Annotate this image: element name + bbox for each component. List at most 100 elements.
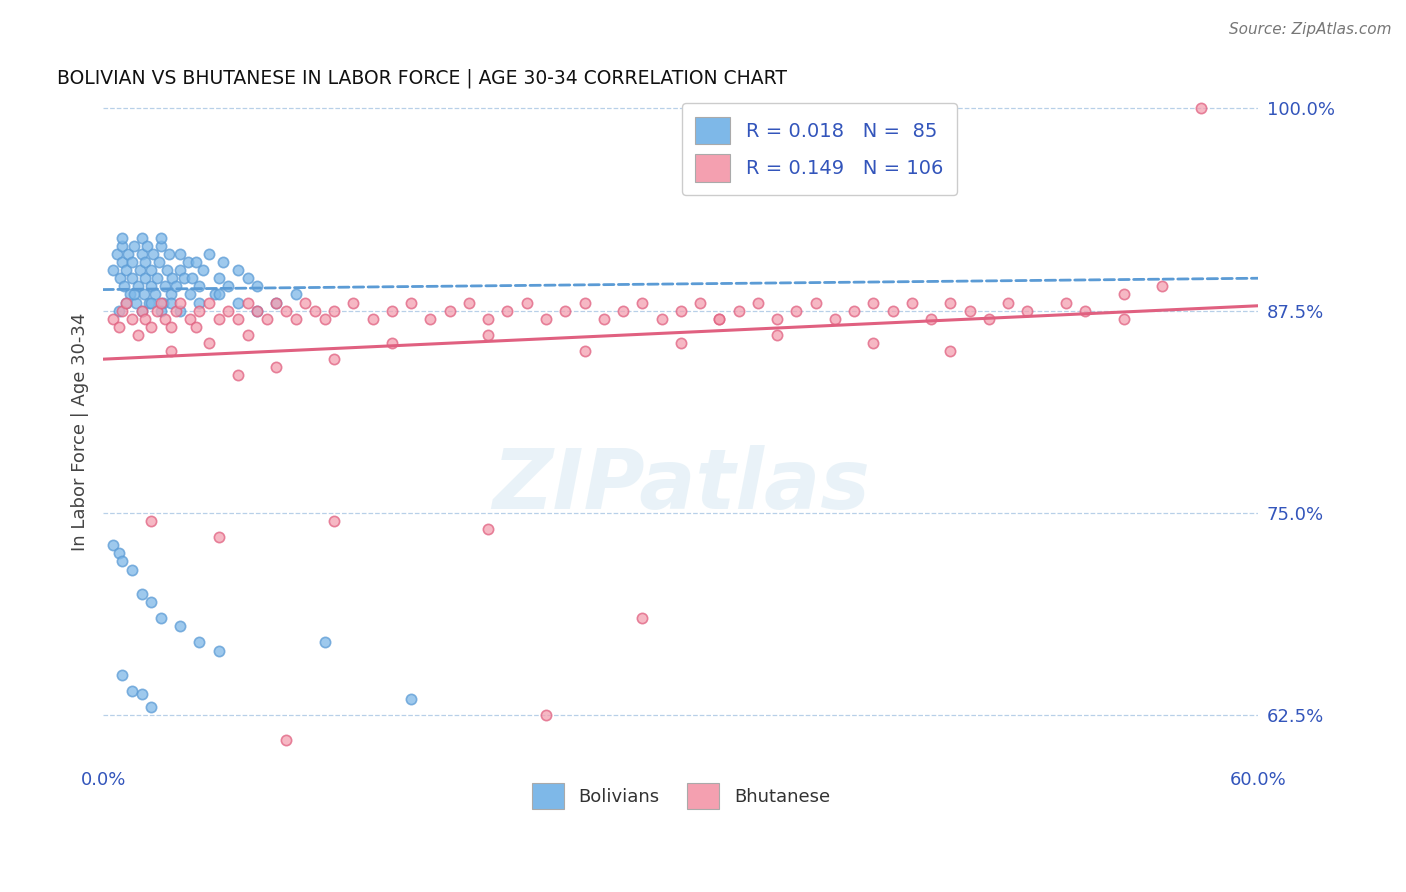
Point bbox=[208, 311, 231, 326]
Point bbox=[361, 311, 384, 326]
Point bbox=[236, 271, 259, 285]
Point bbox=[112, 279, 135, 293]
Y-axis label: In Labor Force | Age 30-34: In Labor Force | Age 30-34 bbox=[72, 313, 89, 551]
Point bbox=[193, 263, 215, 277]
Point bbox=[256, 311, 278, 326]
Point bbox=[111, 255, 134, 269]
Point bbox=[198, 247, 221, 261]
Point bbox=[477, 327, 499, 342]
Point bbox=[179, 311, 201, 326]
Point bbox=[146, 271, 169, 285]
Point bbox=[477, 522, 499, 536]
Point bbox=[134, 255, 156, 269]
Point bbox=[115, 295, 138, 310]
Point bbox=[121, 684, 143, 698]
Point bbox=[323, 352, 346, 367]
Point bbox=[862, 336, 884, 351]
Point bbox=[824, 311, 846, 326]
Point bbox=[188, 295, 211, 310]
Point bbox=[266, 295, 288, 310]
Point bbox=[689, 295, 711, 310]
Point bbox=[138, 295, 160, 310]
Point bbox=[107, 319, 129, 334]
Point bbox=[141, 263, 163, 277]
Point bbox=[101, 263, 124, 277]
Point bbox=[208, 287, 231, 301]
Point bbox=[180, 271, 202, 285]
Point bbox=[110, 271, 132, 285]
Text: BOLIVIAN VS BHUTANESE IN LABOR FORCE | AGE 30-34 CORRELATION CHART: BOLIVIAN VS BHUTANESE IN LABOR FORCE | A… bbox=[56, 69, 787, 88]
Point bbox=[1112, 311, 1135, 326]
Point bbox=[399, 764, 422, 779]
Point bbox=[131, 687, 153, 701]
Point bbox=[294, 295, 316, 310]
Point bbox=[304, 303, 326, 318]
Point bbox=[323, 303, 346, 318]
Point bbox=[188, 279, 211, 293]
Point bbox=[977, 311, 1000, 326]
Point bbox=[381, 303, 404, 318]
Point bbox=[842, 303, 865, 318]
Point bbox=[226, 295, 249, 310]
Point bbox=[121, 311, 143, 326]
Point bbox=[669, 336, 692, 351]
Point bbox=[217, 303, 239, 318]
Point bbox=[131, 303, 153, 318]
Point bbox=[747, 295, 769, 310]
Point bbox=[159, 344, 181, 359]
Point bbox=[381, 336, 404, 351]
Point bbox=[399, 692, 422, 706]
Point bbox=[101, 311, 124, 326]
Point bbox=[105, 247, 128, 261]
Point bbox=[146, 303, 169, 318]
Point bbox=[121, 255, 143, 269]
Point bbox=[208, 530, 231, 544]
Point bbox=[142, 247, 165, 261]
Point bbox=[152, 295, 174, 310]
Point bbox=[631, 611, 654, 625]
Point bbox=[122, 239, 145, 253]
Point bbox=[132, 287, 155, 301]
Point bbox=[284, 287, 307, 301]
Point bbox=[141, 279, 163, 293]
Point bbox=[169, 247, 191, 261]
Point bbox=[709, 311, 731, 326]
Point bbox=[184, 255, 207, 269]
Point bbox=[959, 303, 981, 318]
Point bbox=[314, 311, 336, 326]
Point bbox=[131, 231, 153, 245]
Point bbox=[107, 546, 129, 560]
Point bbox=[159, 287, 181, 301]
Point bbox=[111, 231, 134, 245]
Point bbox=[284, 311, 307, 326]
Point bbox=[169, 263, 191, 277]
Point bbox=[516, 295, 538, 310]
Point bbox=[236, 295, 259, 310]
Legend: Bolivians, Bhutanese: Bolivians, Bhutanese bbox=[519, 771, 842, 822]
Point bbox=[1017, 303, 1039, 318]
Point bbox=[131, 303, 153, 318]
Point bbox=[226, 263, 249, 277]
Point bbox=[650, 311, 672, 326]
Point bbox=[127, 279, 149, 293]
Point bbox=[226, 311, 249, 326]
Point bbox=[143, 287, 166, 301]
Point bbox=[534, 708, 557, 723]
Point bbox=[149, 295, 172, 310]
Point bbox=[121, 563, 143, 577]
Point bbox=[727, 303, 749, 318]
Point bbox=[184, 319, 207, 334]
Point bbox=[165, 303, 187, 318]
Point bbox=[188, 303, 211, 318]
Point bbox=[1074, 303, 1097, 318]
Point bbox=[574, 344, 596, 359]
Point bbox=[169, 303, 191, 318]
Point bbox=[997, 295, 1019, 310]
Point bbox=[939, 344, 962, 359]
Point bbox=[141, 514, 163, 528]
Point bbox=[136, 239, 159, 253]
Point bbox=[131, 247, 153, 261]
Point bbox=[141, 595, 163, 609]
Point bbox=[111, 668, 134, 682]
Point bbox=[128, 263, 150, 277]
